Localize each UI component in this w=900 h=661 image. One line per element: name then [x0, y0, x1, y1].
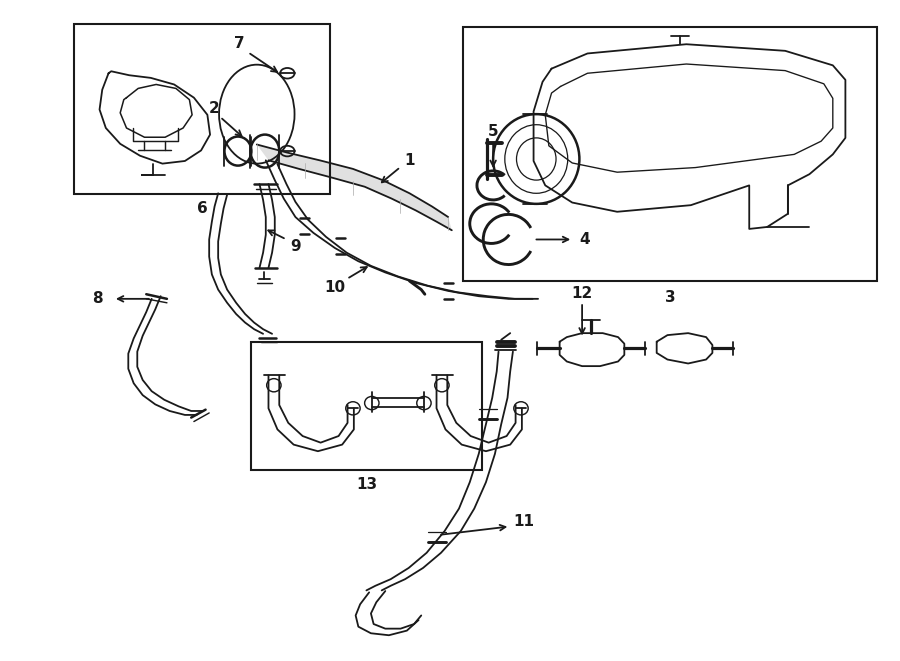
Text: 6: 6 — [197, 201, 208, 216]
Polygon shape — [256, 145, 452, 230]
Text: 3: 3 — [665, 290, 676, 305]
Text: 11: 11 — [513, 514, 535, 529]
Text: 12: 12 — [572, 286, 593, 301]
Text: 1: 1 — [404, 153, 415, 168]
Text: 5: 5 — [488, 124, 499, 139]
Bar — [75, 24, 330, 194]
Bar — [250, 342, 482, 471]
Text: 9: 9 — [290, 239, 301, 254]
Text: 7: 7 — [233, 36, 244, 51]
Text: 4: 4 — [580, 232, 590, 247]
Text: 8: 8 — [93, 292, 104, 306]
Text: 2: 2 — [208, 100, 219, 116]
Text: 10: 10 — [324, 280, 346, 295]
Bar — [464, 27, 877, 281]
Text: 13: 13 — [356, 477, 377, 492]
